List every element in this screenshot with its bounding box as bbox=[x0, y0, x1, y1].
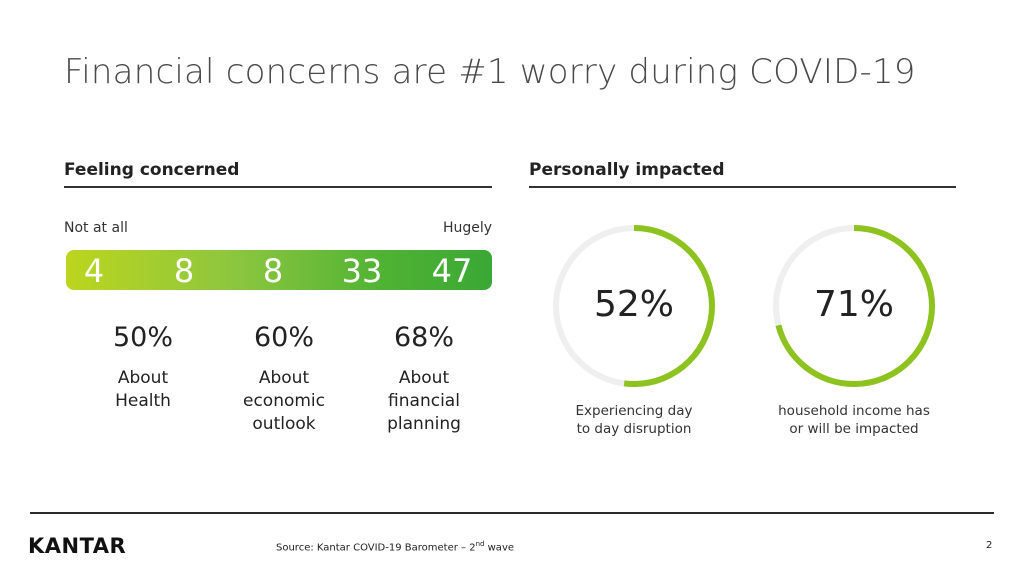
footer-rule bbox=[30, 512, 994, 514]
donut-disruption-arc bbox=[553, 225, 715, 387]
scale-value-1: 4 bbox=[83, 252, 105, 290]
scale-left-label: Not at all bbox=[64, 220, 128, 236]
donut-income bbox=[773, 225, 935, 387]
source-suffix: wave bbox=[484, 542, 515, 554]
scale-value-4: 33 bbox=[341, 252, 383, 290]
source-sup: nd bbox=[475, 540, 485, 548]
stat-health: 50% About Health bbox=[83, 322, 203, 413]
stat-economic: 60% About economic outlook bbox=[224, 322, 344, 436]
donut-income-caption: household income has or will be impacted bbox=[778, 403, 930, 437]
donut-income-value: 71% bbox=[813, 284, 894, 325]
personally-impacted-heading: Personally impacted bbox=[529, 160, 725, 180]
slide-title: Financial concerns are #1 worry during C… bbox=[64, 52, 916, 92]
feeling-concerned-heading: Feeling concerned bbox=[64, 160, 240, 180]
scale-value-5: 47 bbox=[431, 252, 473, 290]
scale-right-label: Hugely bbox=[443, 220, 493, 236]
page-number: 2 bbox=[986, 540, 993, 551]
donut-disruption bbox=[553, 225, 715, 387]
personally-impacted-rule bbox=[529, 186, 956, 188]
stat-economic-label: About economic outlook bbox=[242, 368, 325, 434]
stat-financial-value: 68% bbox=[393, 322, 454, 353]
donut-disruption-caption: Experiencing day to day disruption bbox=[575, 403, 693, 437]
feeling-concerned-rule bbox=[64, 186, 492, 188]
source-note: Source: Kantar COVID-19 Barometer – 2nd … bbox=[276, 540, 514, 553]
kantar-logo: KANTAR bbox=[28, 534, 127, 558]
stat-health-label: About Health bbox=[115, 368, 171, 411]
stat-financial: 68% About financial planning bbox=[364, 322, 484, 436]
scale-value-3: 8 bbox=[262, 252, 284, 290]
donut-disruption-value: 52% bbox=[593, 284, 674, 325]
source-prefix: Source: Kantar COVID-19 Barometer – 2 bbox=[276, 542, 476, 554]
scale-value-2: 8 bbox=[173, 252, 195, 290]
donut-income-arc bbox=[773, 225, 935, 387]
stat-economic-value: 60% bbox=[253, 322, 314, 353]
stat-financial-label: About financial planning bbox=[387, 368, 461, 434]
concern-scale-bar bbox=[66, 250, 492, 290]
stat-health-value: 50% bbox=[112, 322, 173, 353]
